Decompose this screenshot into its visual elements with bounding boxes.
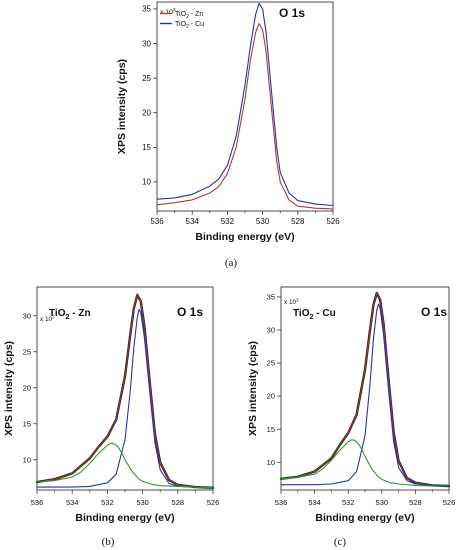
series-line (280, 303, 450, 487)
series-line (280, 439, 450, 487)
y-tick-label: 30 (142, 39, 151, 48)
x-tick-label: 536 (150, 217, 164, 226)
x-tick-label: 532 (342, 498, 355, 507)
x-tick-label: 536 (31, 498, 44, 507)
y-tick-label: 20 (142, 109, 151, 118)
series-line (36, 308, 214, 489)
plot-frame (156, 1, 334, 212)
y-multiplier: x 103 (40, 314, 55, 323)
y-tick-label: 35 (267, 293, 275, 302)
sample-label: TiO2 - Cu (293, 308, 336, 321)
legend-entry: TiO2 - Zn (175, 11, 203, 20)
x-tick-label: 530 (376, 498, 389, 507)
x-tick-label: 532 (221, 217, 235, 226)
sample-label: TiO2 - Zn (49, 308, 91, 321)
y-axis-title: XPS intensity (cps) (116, 59, 128, 154)
x-tick-label: 532 (101, 498, 114, 507)
chart-panel-a: 536 534 532 530 528 526 10 15 20 25 30 35 x 103 Bindi… (116, 1, 340, 243)
y-tick-label: 15 (142, 143, 151, 152)
y-tick-label: 15 (23, 419, 31, 428)
chart-title: O 1s (279, 6, 305, 20)
x-tick-label: 530 (136, 498, 149, 507)
x-axis-title: Binding energy (eV) (315, 512, 414, 524)
series-line (156, 2, 334, 207)
x-tick-label: 528 (291, 217, 305, 226)
x-tick-label: 536 (275, 498, 288, 507)
panel-label-c: (c) (334, 536, 347, 548)
x-axis-title: Binding energy (eV) (75, 512, 174, 524)
y-tick-label: 30 (23, 311, 31, 320)
x-tick-label: 526 (326, 217, 340, 226)
x-tick-label: 526 (207, 498, 220, 507)
series-line (36, 442, 214, 489)
legend-entry: TiO2 - Cu (175, 21, 204, 30)
y-tick-label: 25 (142, 74, 151, 83)
y-tick-label: 20 (267, 392, 275, 401)
chart-panel-c: 536 534 532 530 528 526 10 15 20 25 30 35 x 103 Bindi… (247, 286, 456, 524)
x-tick-label: 528 (409, 498, 422, 507)
x-tick-label: 526 (443, 498, 456, 507)
x-tick-label: 534 (66, 498, 79, 507)
chart-panel-b: 536 534 532 530 528 526 10 15 20 25 30 x 103 Binding… (3, 286, 220, 524)
x-tick-label: 530 (256, 217, 270, 226)
y-tick-label: 25 (267, 359, 275, 368)
y-tick-label: 35 (142, 5, 151, 14)
y-tick-label: 15 (267, 425, 275, 434)
x-tick-label: 528 (172, 498, 185, 507)
x-axis-title: Binding energy (eV) (195, 231, 294, 243)
y-tick-label: 10 (267, 458, 275, 467)
y-tick-label: 30 (267, 326, 275, 335)
y-axis-title: XPS intensity (cps) (3, 341, 15, 436)
y-axis-title: XPS intensity (cps) (247, 341, 259, 436)
y-tick-label: 25 (23, 347, 31, 356)
y-multiplier: x 103 (160, 7, 176, 16)
series-line (36, 294, 214, 489)
chart-title: O 1s (177, 305, 203, 319)
series-line (156, 22, 334, 210)
y-multiplier: x 103 (284, 297, 299, 306)
x-tick-label: 534 (308, 498, 321, 507)
chart-title: O 1s (421, 305, 447, 319)
panel-label-b: (b) (102, 536, 115, 548)
panel-label-a: (a) (225, 257, 238, 269)
y-tick-label: 10 (142, 178, 151, 187)
y-tick-label: 10 (23, 455, 31, 464)
x-tick-label: 534 (186, 217, 200, 226)
series-line (280, 292, 450, 487)
y-tick-label: 20 (23, 383, 31, 392)
